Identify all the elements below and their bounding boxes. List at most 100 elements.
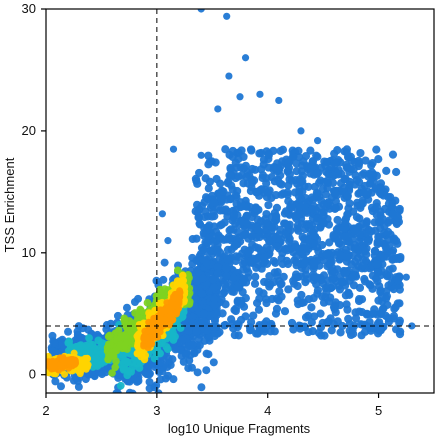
data-point — [302, 275, 312, 284]
data-point — [389, 285, 398, 294]
data-point — [199, 245, 208, 254]
data-point — [329, 171, 339, 180]
data-point — [226, 225, 235, 234]
data-point — [195, 168, 204, 178]
data-point — [261, 226, 271, 235]
data-point — [249, 311, 258, 320]
data-point — [197, 201, 207, 210]
data-point — [292, 159, 301, 168]
data-point — [235, 233, 244, 242]
data-point — [335, 285, 345, 294]
data-point — [344, 152, 353, 161]
data-point — [203, 223, 212, 232]
data-point — [197, 383, 206, 392]
data-point — [200, 316, 209, 325]
data-point — [324, 297, 334, 306]
data-point — [373, 260, 382, 269]
data-point — [234, 172, 243, 181]
data-point — [71, 336, 80, 345]
data-point — [322, 157, 331, 167]
data-point — [226, 171, 235, 180]
data-point — [384, 235, 393, 244]
data-point — [209, 238, 218, 247]
data-point — [197, 289, 206, 298]
data-point — [367, 161, 376, 170]
data-point — [216, 179, 225, 188]
data-point — [363, 322, 373, 331]
data-point — [354, 261, 363, 271]
data-point — [319, 200, 328, 209]
data-point — [220, 321, 229, 330]
data-point — [388, 150, 398, 159]
data-point — [304, 294, 313, 304]
data-point — [106, 319, 115, 328]
data-point — [344, 314, 353, 323]
data-point — [244, 246, 253, 256]
data-point — [278, 259, 287, 269]
data-point — [114, 389, 122, 393]
data-point — [94, 336, 103, 345]
data-point — [295, 324, 305, 333]
data-point — [209, 358, 218, 367]
data-point — [238, 287, 247, 297]
data-point — [313, 289, 322, 298]
data-point — [213, 263, 222, 272]
data-point — [341, 218, 350, 227]
data-point — [328, 275, 337, 284]
data-point — [298, 232, 307, 241]
outlier-point-13 — [402, 273, 410, 281]
data-point — [308, 204, 317, 214]
data-point — [384, 227, 393, 237]
data-point — [48, 365, 55, 373]
data-point — [59, 356, 66, 364]
data-point — [355, 237, 364, 246]
outlier-point-4 — [225, 72, 233, 80]
data-point — [178, 312, 187, 321]
data-point — [350, 226, 360, 235]
data-point — [372, 210, 381, 219]
data-point — [246, 186, 255, 196]
outlier-point-3 — [241, 54, 250, 62]
data-point — [248, 164, 257, 174]
data-point — [64, 327, 73, 336]
data-point — [267, 173, 276, 182]
data-point — [334, 166, 343, 175]
data-point — [284, 285, 293, 294]
data-point — [356, 250, 365, 259]
data-point — [269, 256, 278, 266]
x-tick-label-2: 2 — [42, 403, 49, 418]
data-point — [210, 323, 219, 332]
data-point — [217, 195, 226, 204]
data-point — [231, 240, 240, 250]
data-point — [120, 341, 129, 350]
data-point — [312, 274, 321, 283]
data-point — [358, 220, 367, 229]
data-point — [276, 162, 285, 171]
data-point — [330, 159, 340, 169]
data-point — [287, 318, 297, 328]
outlier-point-18 — [169, 145, 178, 153]
data-point — [121, 332, 130, 341]
data-point — [381, 243, 390, 252]
data-point — [69, 359, 77, 366]
data-point — [301, 203, 310, 212]
data-point — [343, 163, 352, 172]
data-point — [132, 359, 141, 368]
data-point — [229, 210, 239, 220]
data-point — [355, 295, 364, 304]
data-point — [247, 212, 257, 222]
data-point — [321, 190, 331, 199]
data-point — [320, 177, 329, 186]
data-point — [190, 347, 199, 356]
data-point — [260, 327, 269, 336]
data-point — [134, 294, 143, 303]
data-point — [166, 312, 174, 320]
data-point — [246, 145, 256, 154]
data-point — [75, 367, 83, 375]
data-point — [277, 190, 286, 199]
data-point — [392, 167, 401, 177]
data-point — [73, 327, 82, 336]
data-point — [268, 294, 277, 304]
data-point — [307, 303, 316, 312]
outlier-point-11 — [374, 239, 383, 247]
